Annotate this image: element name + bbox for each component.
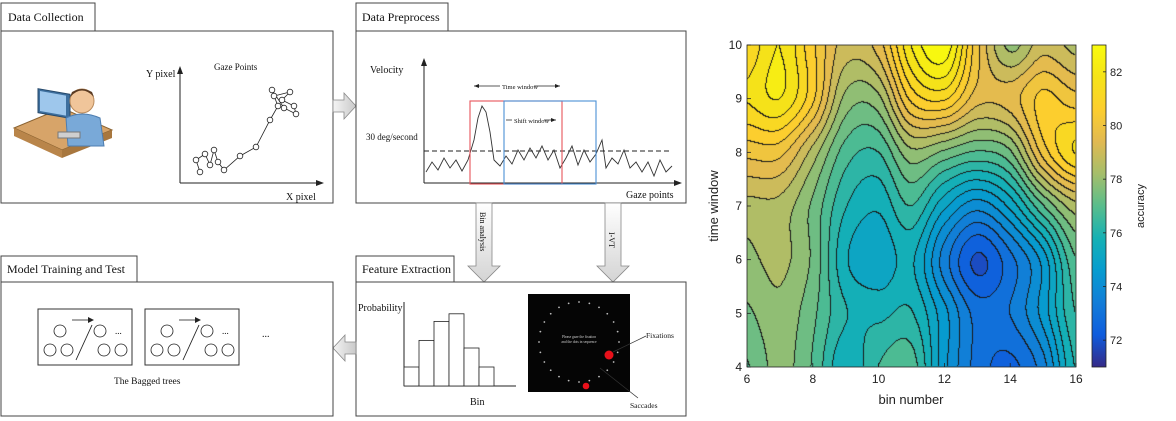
ivt-label: I-VT xyxy=(607,232,616,248)
x-tick-label: 16 xyxy=(1069,372,1083,386)
panel-data-preprocess: Data Preprocess Velocity 30 deg/second T… xyxy=(355,2,687,204)
colorbar-tick-label: 78 xyxy=(1110,174,1122,186)
colorbar-title: accuracy xyxy=(1135,183,1147,228)
colorbar xyxy=(1091,44,1107,368)
panel-title-collection: Data Collection xyxy=(8,10,84,24)
y-pixel-label: Y pixel xyxy=(146,69,176,80)
shift-window-box xyxy=(503,100,597,185)
stimulus-dot xyxy=(588,302,591,305)
stimulus-dot xyxy=(616,351,619,354)
colorbar-tick-label: 74 xyxy=(1110,282,1122,294)
stimulus-dot xyxy=(606,369,609,372)
pipeline-diagram: Data Collection Y pixel Gaze Points X pi… xyxy=(0,2,687,417)
arrow-to-training xyxy=(332,333,357,363)
panel-feature-extraction: Feature Extraction Probability Bin Pleas… xyxy=(355,255,687,417)
stimulus-dot xyxy=(539,330,542,333)
stimulus-dot-ring xyxy=(538,301,620,383)
x-tick-label: 14 xyxy=(1004,372,1018,386)
tree-card-1: ... xyxy=(37,308,133,366)
stimulus-dot xyxy=(606,312,609,315)
panel-title-features: Feature Extraction xyxy=(362,262,451,276)
y-tick-label: 9 xyxy=(735,92,742,106)
stimulus-dot xyxy=(543,361,546,363)
gaze-scanpath xyxy=(192,86,300,176)
y-axis-title: time window xyxy=(706,170,721,242)
histogram xyxy=(403,313,495,387)
stimulus-dot xyxy=(612,361,615,363)
panel-title-preprocess: Data Preprocess xyxy=(362,10,440,24)
y-tick-label: 7 xyxy=(735,199,742,213)
screen-instruction-1: Please gaze the fixation xyxy=(562,335,596,339)
arrow-bin-analysis: Bin analysis xyxy=(467,202,501,283)
stimulus-dot xyxy=(543,321,546,323)
card-2-ellipsis: ... xyxy=(222,326,229,336)
stimulus-dot xyxy=(549,369,552,372)
bin-label: Bin xyxy=(470,397,484,408)
x-tick-label: 6 xyxy=(744,372,751,386)
plot-frame xyxy=(746,44,1077,368)
stimulus-dot xyxy=(616,330,619,333)
colorbar-tick-label: 72 xyxy=(1110,335,1122,347)
stimulus-dot xyxy=(539,351,542,354)
gaze-points-label: Gaze Points xyxy=(214,62,258,72)
time-window-label: Time window xyxy=(502,84,538,91)
contour-plot-area xyxy=(747,45,1076,367)
y-tick-label: 4 xyxy=(735,360,742,374)
arrow-ivt: I-VT xyxy=(596,202,630,283)
x-tick-label: 12 xyxy=(938,372,952,386)
stimulus-dot xyxy=(612,321,615,323)
panel-model-training: Model Training and Test ... ... xyxy=(0,255,334,417)
fixations-label: Fixations xyxy=(646,331,674,340)
saccades-label: Saccades xyxy=(630,401,658,410)
stimulus-dot xyxy=(558,306,560,309)
stimulus-dot xyxy=(549,312,552,315)
fixation-marker xyxy=(604,350,614,360)
velocity-signal xyxy=(425,104,673,178)
y-tick-label: 6 xyxy=(735,253,742,267)
more-trees-ellipsis: ... xyxy=(262,329,270,340)
screen-instruction-2: and the dots in sequence xyxy=(561,340,597,344)
stimulus-screen: Please gaze the fixation and the dots in… xyxy=(528,294,630,392)
stimulus-dot xyxy=(558,375,560,378)
stimulus-dot xyxy=(578,381,580,383)
stimulus-dot xyxy=(567,379,570,382)
stimulus-dot xyxy=(538,341,540,343)
y-tick-label: 8 xyxy=(735,145,742,159)
y-tick-label: 5 xyxy=(735,306,742,320)
bin-analysis-label: Bin analysis xyxy=(478,212,487,251)
threshold-label: 30 deg/second xyxy=(366,132,418,142)
y-tick-label: 10 xyxy=(729,38,743,52)
saccade-marker xyxy=(582,382,590,390)
colorbar-tick-label: 80 xyxy=(1110,121,1122,133)
bagged-trees-label: The Bagged trees xyxy=(114,377,181,387)
user-at-computer-icon xyxy=(12,88,114,158)
x-tick-label: 8 xyxy=(809,372,816,386)
x-axis-title: bin number xyxy=(878,392,944,407)
probability-label: Probability xyxy=(358,303,402,314)
arrow-to-preprocess xyxy=(332,91,357,121)
panel-data-collection: Data Collection Y pixel Gaze Points X pi… xyxy=(0,2,334,204)
histogram-bar xyxy=(478,366,495,387)
stimulus-dot xyxy=(598,306,600,309)
stimulus-dot xyxy=(567,302,570,305)
velocity-label: Velocity xyxy=(370,65,403,76)
panel-title-training: Model Training and Test xyxy=(7,262,126,276)
x-tick-label: 10 xyxy=(872,372,886,386)
stimulus-dot xyxy=(618,341,620,343)
card-1-ellipsis: ... xyxy=(115,326,122,336)
gaze-points-axis-label: Gaze points xyxy=(626,190,674,201)
colorbar-tick-label: 82 xyxy=(1110,67,1122,79)
stimulus-dot xyxy=(588,379,591,382)
stimulus-dot xyxy=(578,301,580,303)
stimulus-dot xyxy=(598,375,600,378)
colorbar-tick-label: 76 xyxy=(1110,228,1122,240)
tree-card-2: ... xyxy=(144,308,240,366)
shift-window-label: Shift window xyxy=(514,118,550,125)
x-pixel-label: X pixel xyxy=(286,192,316,203)
contour-heatmap xyxy=(747,45,1076,367)
